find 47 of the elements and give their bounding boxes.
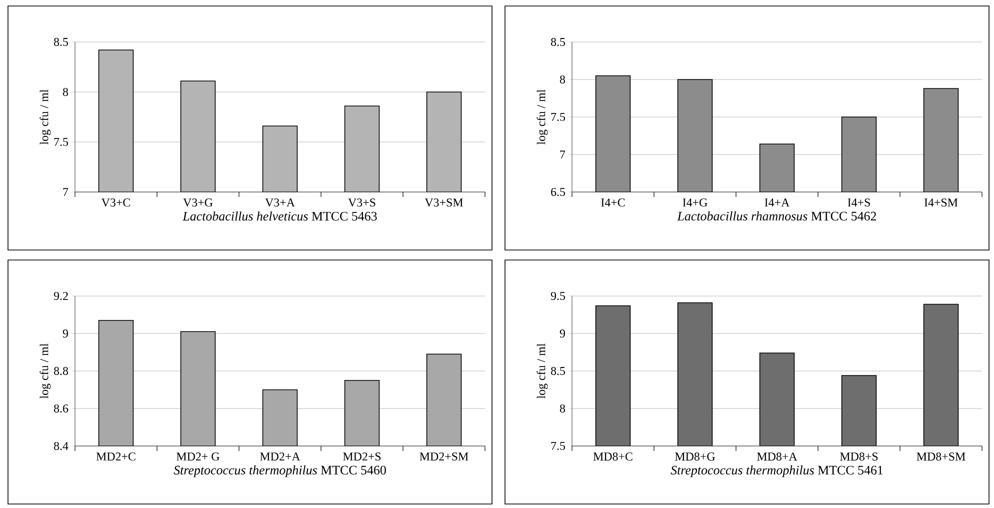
x-axis-title: Streptococcus thermophilus MTCC 5461 — [670, 465, 883, 478]
x-tick-label: I4+C — [601, 198, 625, 207]
x-tick-label: V3+C — [101, 198, 130, 207]
y-tick-label: 6.5 — [551, 188, 566, 196]
y-axis-title: log cfu / ml — [536, 90, 548, 144]
y-axis-title: log cfu / ml — [40, 344, 51, 398]
x-tick-label: I4+A — [764, 198, 790, 206]
x-tick-label: MD2+SM — [420, 452, 468, 461]
y-tick-label: 8.8 — [54, 366, 68, 376]
x-axis-title: Streptococcus thermophilus MTCC 5460 — [174, 465, 386, 478]
y-axis-title: log cfu / ml — [536, 344, 548, 398]
x-tick-label: MD8+A — [757, 452, 798, 461]
y-tick-label: 9 — [560, 329, 565, 338]
x-tick-label: I4+SM — [924, 198, 958, 207]
y-tick-label: 9.5 — [550, 292, 566, 300]
y-tick-label: 8 — [560, 75, 566, 84]
x-tick-label: I4+G — [682, 198, 708, 207]
x-tick-label: V3+S — [348, 198, 376, 207]
y-tick-label: 7.5 — [54, 138, 68, 146]
x-axis-title: Lactobacillus rhamnosus MTCC 5462 — [677, 211, 876, 221]
y-tick-label: 8 — [560, 404, 566, 413]
x-tick-label: MD2+ G — [176, 452, 220, 461]
x-axis-title: Lactobacillus helveticus MTCC 5463 — [182, 211, 377, 221]
y-tick-label: 9.2 — [54, 292, 68, 300]
y-tick-label: 8.5 — [550, 366, 566, 376]
x-tick-label: V3+A — [265, 198, 295, 207]
y-tick-label: 8.4 — [54, 442, 68, 450]
y-tick-label: 8.5 — [54, 38, 68, 46]
y-axis-title: log cfu / ml — [40, 90, 51, 144]
x-tick-label: MD8+S — [840, 452, 878, 461]
x-tick-label: MD8+SM — [916, 452, 966, 461]
x-tick-label: MD8+G — [675, 452, 715, 461]
x-tick-label: V3+SM — [424, 198, 463, 207]
x-tick-label: V3+G — [183, 198, 213, 207]
y-tick-label: 7.5 — [551, 112, 566, 121]
x-tick-label: MD8+C — [593, 452, 632, 461]
y-tick-label: 8.5 — [550, 38, 566, 46]
y-tick-label: 7.5 — [551, 442, 566, 450]
x-tick-label: I4+S — [848, 198, 870, 207]
y-tick-label: 7 — [560, 150, 566, 158]
x-tick-label: MD2+S — [343, 452, 381, 461]
x-tick-label: MD2+A — [260, 452, 300, 460]
y-tick-label: 8 — [62, 88, 68, 96]
y-tick-label: 7 — [63, 188, 68, 196]
y-tick-label: 8.6 — [54, 404, 68, 413]
y-tick-label: 9 — [62, 329, 68, 338]
x-tick-label: MD2+C — [96, 452, 136, 461]
